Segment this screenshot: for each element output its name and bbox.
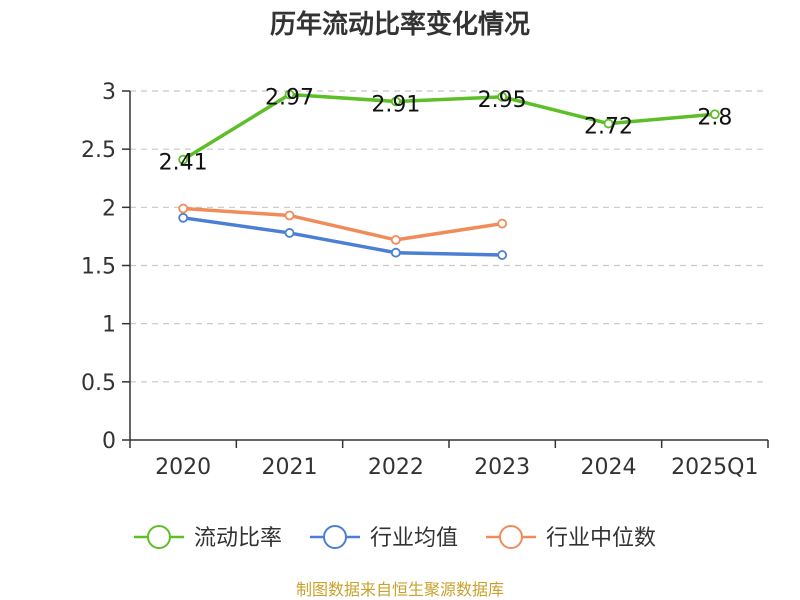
legend[interactable]: 流动比率 行业均值 行业中位数 — [134, 525, 656, 551]
series-line — [183, 206, 503, 242]
data-label: 2.41 — [159, 151, 208, 176]
data-point — [603, 118, 614, 129]
data-label: 2.72 — [584, 115, 633, 140]
legend-item[interactable]: 流动比率 — [134, 525, 282, 551]
y-tick-label: 3 — [102, 80, 116, 105]
x-tick-label: 2025Q1 — [671, 455, 758, 480]
data-point — [284, 228, 295, 238]
data-point — [709, 109, 720, 120]
series-layer — [178, 89, 720, 260]
x-tick-label: 2022 — [368, 455, 424, 480]
data-labels: 2.41 2.97 2.91 2.95 2.72 2.8 — [159, 85, 733, 175]
data-point — [390, 235, 401, 245]
y-tick-label: 2.5 — [81, 138, 116, 163]
legend-label: 行业均值 — [370, 526, 458, 551]
series-line — [182, 92, 715, 162]
grid-lines — [130, 90, 768, 383]
x-tick-label: 2020 — [155, 455, 211, 480]
x-tick-label: 2021 — [262, 455, 318, 480]
data-point — [178, 154, 189, 165]
series-line — [182, 216, 503, 257]
y-tick-label: 1 — [102, 313, 116, 338]
chart-title: 历年流动比率变化情况 — [270, 9, 530, 40]
y-tick-label: 0 — [102, 429, 116, 454]
legend-marker-icon — [323, 525, 347, 549]
source-note: 制图数据来自恒生聚源数据库 — [296, 580, 504, 599]
data-point — [497, 91, 508, 102]
data-point — [284, 89, 295, 100]
data-label: 2.95 — [478, 88, 527, 113]
legend-marker-icon — [499, 525, 523, 549]
x-tick-label: 2023 — [474, 455, 530, 480]
axes: 0 0.5 1 1.5 2 2.5 3 2020 2021 2022 2023 2024 2025Q1 — [81, 80, 769, 480]
data-point — [178, 212, 189, 223]
data-point — [497, 250, 508, 260]
data-point — [390, 247, 401, 258]
legend-marker-icon — [147, 525, 171, 549]
data-point — [178, 203, 189, 214]
data-point — [497, 218, 508, 229]
legend-label: 流动比率 — [194, 526, 282, 551]
legend-item[interactable]: 行业中位数 — [486, 525, 656, 551]
legend-label: 行业中位数 — [546, 526, 656, 551]
y-tick-label: 1.5 — [81, 255, 116, 280]
data-label: 2.8 — [697, 105, 732, 130]
data-point — [284, 210, 295, 221]
y-tick-label: 2 — [102, 196, 116, 221]
y-tick-label: 0.5 — [81, 371, 116, 396]
x-tick-label: 2024 — [581, 455, 637, 480]
data-label: 2.91 — [371, 92, 420, 117]
legend-item[interactable]: 行业均值 — [310, 525, 458, 551]
data-point — [390, 96, 401, 107]
data-label: 2.97 — [265, 85, 314, 110]
